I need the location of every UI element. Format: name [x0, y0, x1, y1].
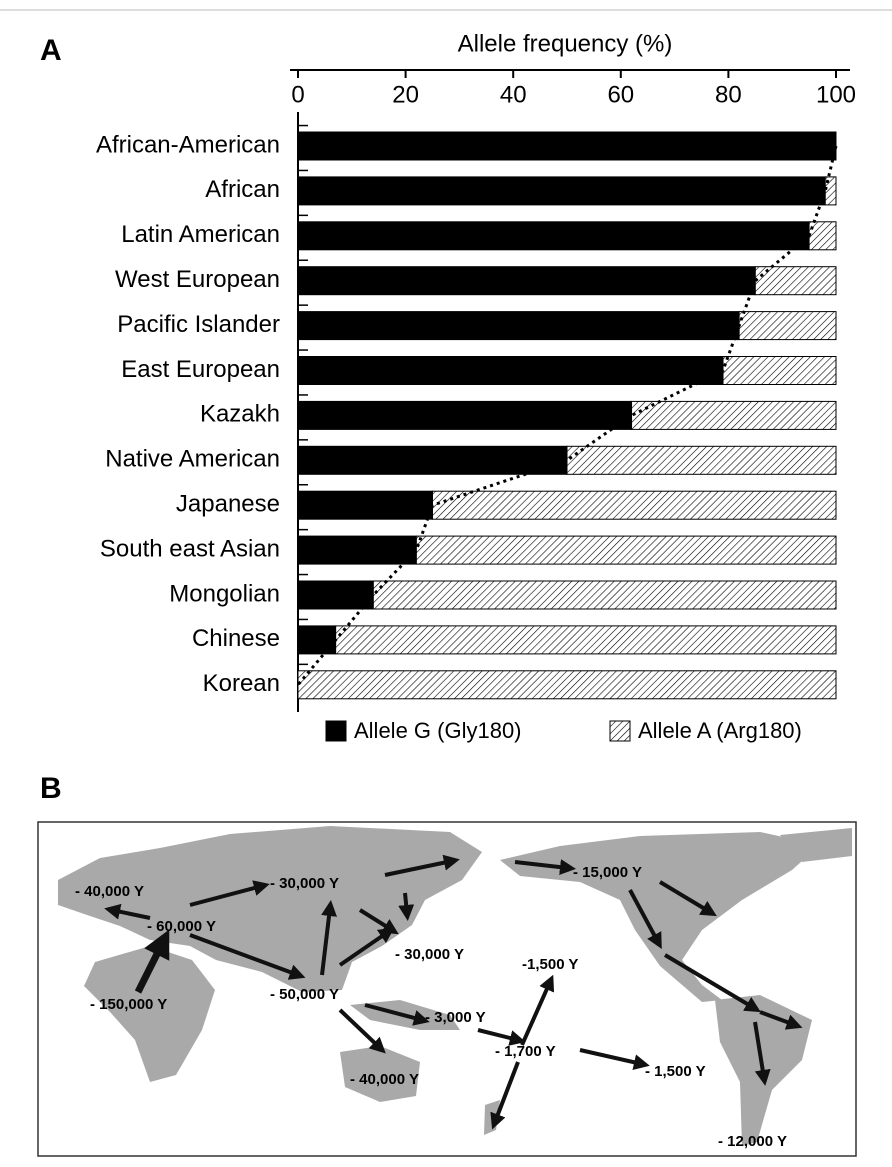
panel-label: B [40, 772, 62, 805]
x-tick-label: 100 [816, 81, 856, 108]
bar-segment [297, 131, 837, 161]
y-tick-label: Mongolian [169, 580, 280, 607]
map-label: - 40,000 Y [350, 1071, 419, 1088]
legend-label: Allele G (Gly180) [354, 718, 522, 743]
y-tick-label: Chinese [192, 625, 280, 652]
map-label: - 1,500 Y [645, 1063, 706, 1080]
map-label: -1,500 Y [522, 956, 578, 973]
chart: 0 20 40 60 80 100 African-American African Latin… [96, 70, 856, 743]
trend-line [296, 145, 838, 686]
bar-segment [824, 176, 837, 206]
bar-segment [297, 266, 756, 296]
y-tick-label: African [205, 176, 280, 203]
y-tick-label: Native American [105, 446, 280, 473]
bar-segment [297, 221, 810, 251]
legend-swatch [609, 720, 631, 742]
bar-segment [297, 356, 724, 385]
y-tick-label: East European [121, 356, 280, 383]
bar-segment [297, 490, 433, 520]
map-label: - 60,000 Y [147, 918, 216, 935]
axis-title: Allele frequency (%) [458, 30, 673, 57]
bar-segment [415, 535, 837, 565]
x-tick-label: 20 [392, 81, 419, 108]
x-tick-label: 0 [291, 81, 304, 108]
bar-segment [297, 670, 837, 700]
bar-segment [297, 176, 826, 206]
world-map [37, 821, 857, 1157]
map-label: - 30,000 Y [270, 875, 339, 892]
y-tick-label: West European [115, 266, 280, 293]
bar-segment [808, 221, 837, 251]
bar-segment [631, 400, 837, 430]
migration-arrows [104, 854, 803, 1130]
y-tick-label: Kazakh [200, 401, 280, 428]
bar-segment [297, 625, 337, 655]
bar-segment [335, 625, 837, 655]
bar-segment [297, 445, 568, 475]
bar-segment [566, 445, 837, 475]
y-tick-label: Pacific Islander [117, 311, 280, 338]
map-label: - 30,000 Y [395, 946, 464, 963]
map-label: - 12,000 Y [718, 1133, 787, 1150]
map-label: - 50,000 Y [270, 986, 339, 1003]
map-labels: - 40,000 Y - 30,000 Y - 60,000 Y - 15,000 Y… [75, 864, 787, 1150]
bar-segment [432, 490, 837, 520]
y-tick-label: Korean [203, 670, 280, 697]
legend-label: Allele A (Arg180) [638, 718, 802, 743]
y-tick-label: South east Asian [100, 535, 280, 562]
x-tick-label: 60 [607, 81, 634, 108]
x-tick-label: 80 [715, 81, 742, 108]
bar-segment [372, 580, 837, 610]
bar-segment [722, 356, 837, 385]
map-label: - 15,000 Y [573, 864, 642, 881]
bar-segment [297, 535, 417, 565]
bar-segment [738, 311, 837, 341]
map-label: - 3,000 Y [425, 1009, 486, 1026]
y-tick-label: Latin American [121, 221, 280, 248]
legend-swatch [325, 720, 347, 742]
x-tick-label: 40 [500, 81, 527, 108]
y-tick-label: African-American [96, 131, 280, 158]
bar-segment [297, 311, 740, 341]
panel-label: A [40, 34, 62, 67]
map-label: - 150,000 Y [90, 996, 167, 1013]
bar-segment [297, 580, 374, 610]
y-tick-label: Japanese [176, 491, 280, 518]
map-label: - 40,000 Y [75, 883, 144, 900]
map-label: - 1,700 Y [495, 1043, 556, 1060]
bar-segment [297, 400, 633, 430]
